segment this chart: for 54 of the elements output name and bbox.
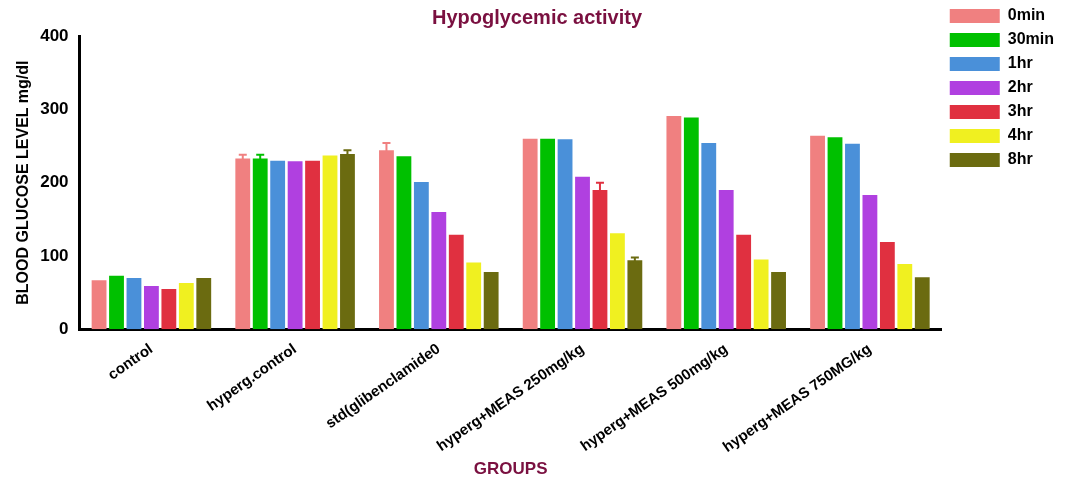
bar	[305, 160, 320, 330]
bar	[178, 283, 194, 330]
legend-label: 0min	[1007, 6, 1046, 24]
chart-title: Hypoglycemic activity	[431, 5, 643, 28]
bar	[431, 211, 447, 330]
bar	[609, 233, 625, 330]
bar	[827, 137, 843, 330]
bar	[161, 288, 177, 330]
legend-label: 2hr	[1007, 78, 1033, 96]
y-tick-label: 200	[40, 172, 69, 192]
bar	[396, 156, 412, 330]
legend-label: 30min	[1007, 30, 1055, 48]
bar	[718, 189, 734, 330]
legend-label: 4hr	[1007, 126, 1033, 144]
bar	[252, 158, 268, 330]
bar	[666, 115, 682, 330]
bar	[270, 160, 286, 330]
bar	[196, 277, 212, 330]
x-axis-title: GROUPS	[473, 459, 548, 479]
y-tick-label: 300	[40, 99, 69, 118]
bar	[557, 139, 573, 330]
legend-label: 1hr	[1007, 54, 1033, 72]
bar	[627, 260, 643, 330]
y-tick-label: 100	[40, 245, 69, 265]
bar	[483, 272, 499, 330]
bar	[413, 181, 429, 330]
bar	[845, 143, 860, 330]
bar	[466, 262, 482, 330]
bar	[683, 117, 699, 330]
bar	[771, 272, 786, 330]
bar	[897, 264, 913, 330]
bar	[109, 275, 124, 330]
bar	[736, 234, 752, 330]
bar	[522, 138, 538, 330]
bar	[91, 280, 107, 330]
bar	[753, 259, 769, 330]
bar	[144, 286, 159, 330]
bar	[448, 234, 464, 330]
bar	[322, 155, 338, 330]
y-tick-label: 400	[40, 25, 69, 45]
bar	[540, 138, 556, 330]
bar	[287, 161, 303, 330]
bar	[862, 195, 878, 330]
bar	[235, 158, 251, 330]
bar	[914, 277, 930, 330]
legend-label: 8hr	[1007, 150, 1033, 168]
y-tick-label: 0	[59, 318, 69, 338]
bar	[701, 143, 717, 330]
bar	[575, 176, 590, 330]
bar	[879, 242, 895, 330]
bar	[126, 277, 142, 330]
y-axis-title: BLOOD GLUCOSE LEVEL mg/dl	[14, 60, 32, 305]
bar	[810, 135, 825, 330]
legend-label: 3hr	[1007, 102, 1033, 120]
